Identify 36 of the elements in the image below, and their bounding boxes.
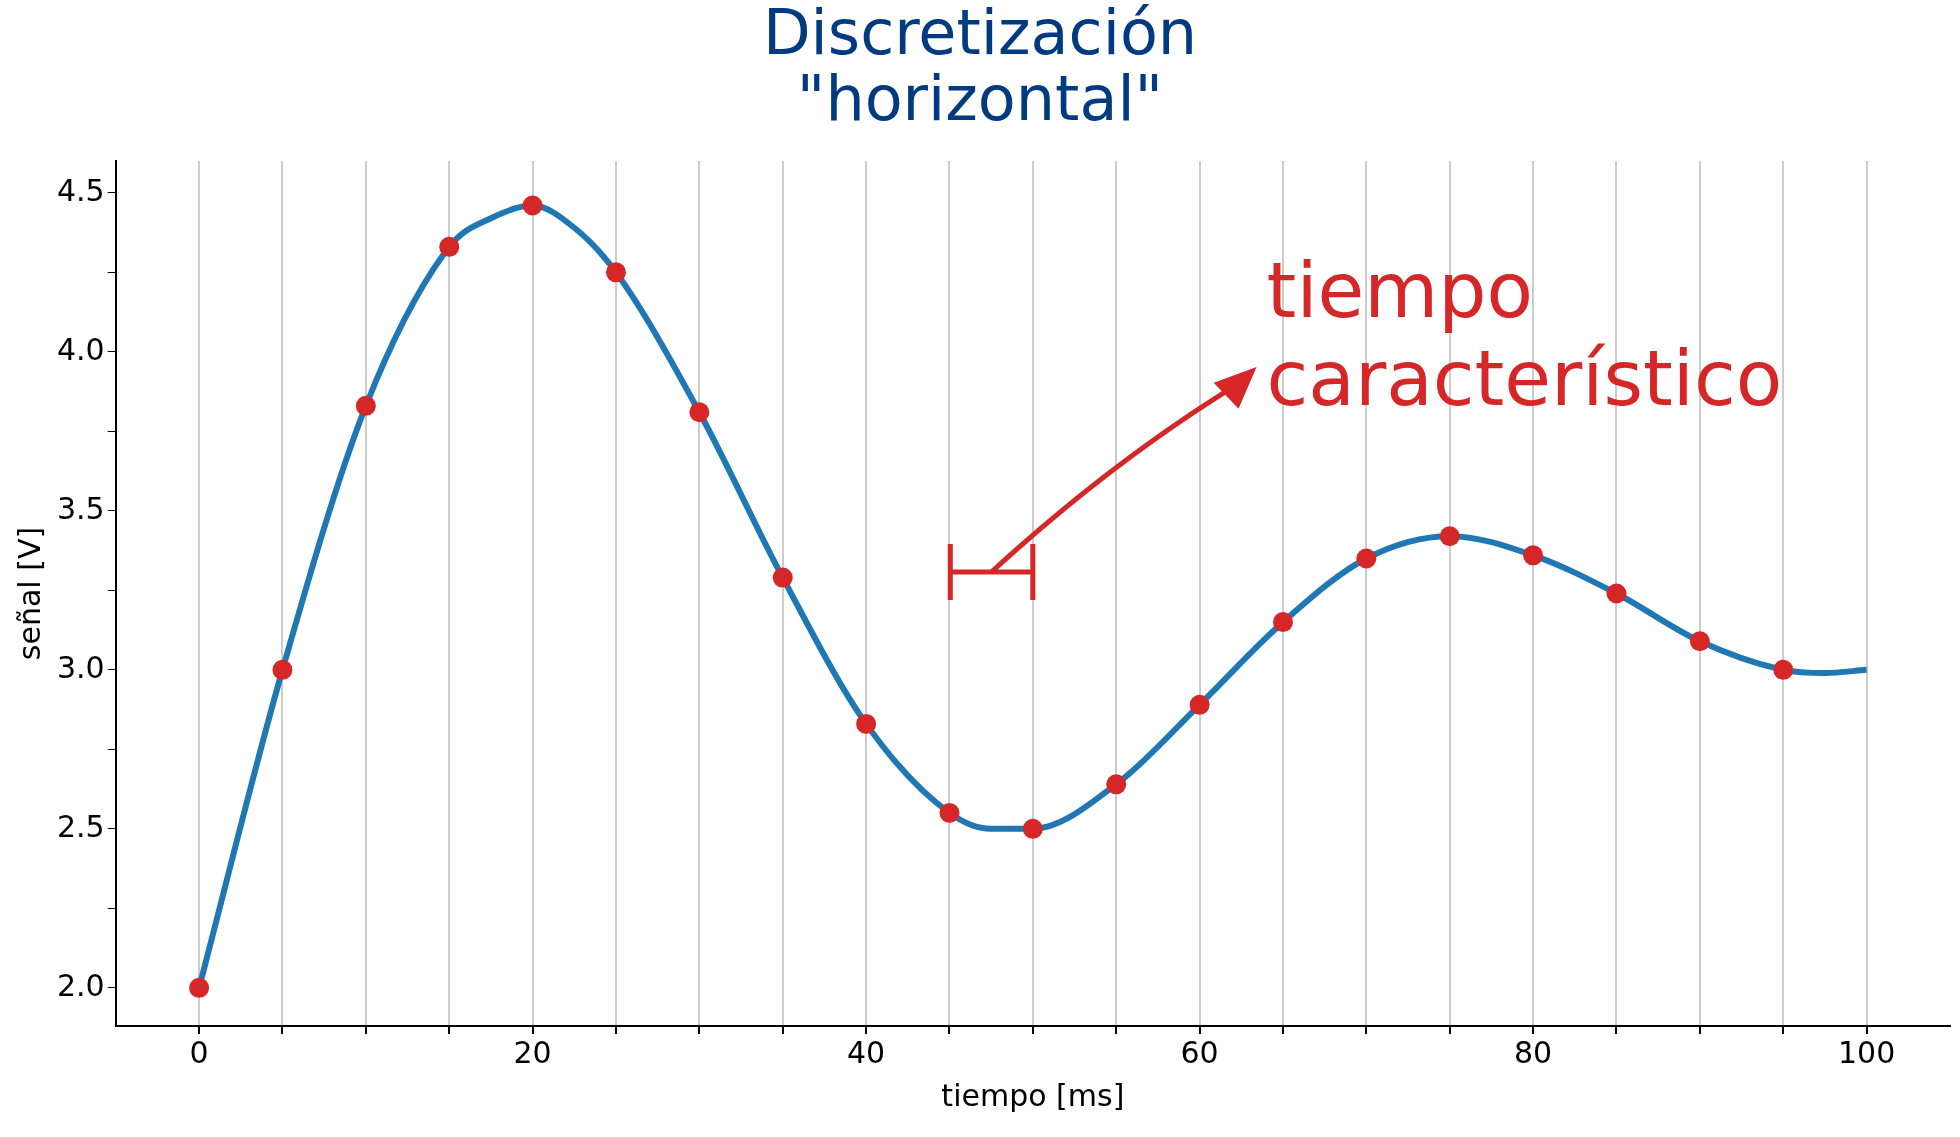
y-tick-label: 3.0 <box>56 649 105 685</box>
point <box>439 236 460 257</box>
point <box>1523 545 1544 566</box>
point <box>689 402 710 423</box>
y-tick-label: 4.5 <box>56 172 105 208</box>
point <box>939 802 960 823</box>
annotation: tiempo característico <box>1266 245 1783 423</box>
chart-title: Discretización "horizontal" <box>761 0 1199 135</box>
point <box>1773 659 1794 680</box>
point <box>1106 774 1127 795</box>
point <box>1689 631 1710 652</box>
point <box>189 977 210 998</box>
x-axis-title: tiempo [ms] <box>941 1077 1125 1113</box>
point <box>355 395 376 416</box>
point <box>1189 694 1210 715</box>
y-tick-label: 3.5 <box>56 490 105 526</box>
x-tick-label: 80 <box>1514 1034 1553 1070</box>
point <box>1272 612 1293 633</box>
point <box>605 262 626 283</box>
point <box>272 659 293 680</box>
y-axis-title: señal [V] <box>11 526 47 661</box>
x-tick-label: 100 <box>1837 1034 1896 1070</box>
x-tick-label: 20 <box>513 1034 552 1070</box>
point <box>856 713 877 734</box>
x-tick-label: 60 <box>1180 1034 1219 1070</box>
y-tick-label: 2.5 <box>56 808 105 844</box>
y-tick-label: 2.0 <box>56 967 105 1003</box>
point <box>1022 818 1043 839</box>
point <box>522 195 543 216</box>
x-tick-label: 40 <box>847 1034 886 1070</box>
x-tick-label: 0 <box>189 1034 209 1070</box>
point <box>1606 583 1627 604</box>
point <box>1356 548 1377 569</box>
y-tick-label: 4.0 <box>56 331 105 367</box>
point <box>772 567 793 588</box>
point <box>1439 526 1460 547</box>
